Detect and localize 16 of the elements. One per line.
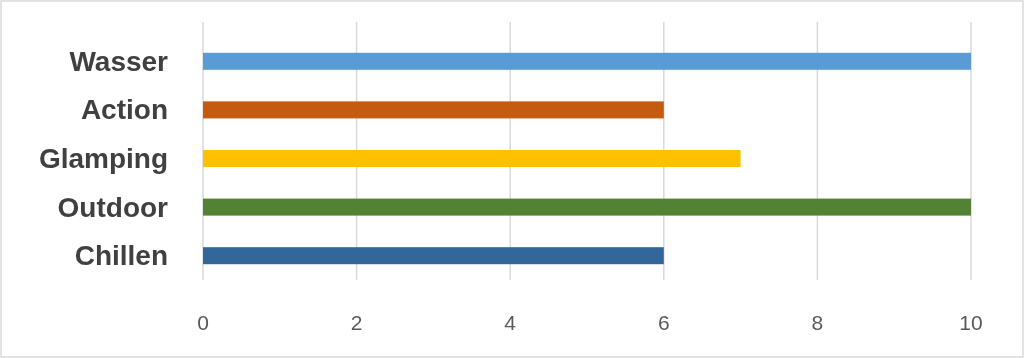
x-tick-label: 6 [657, 310, 670, 334]
y-tick-label: Outdoor [57, 191, 169, 223]
x-tick-label: 10 [959, 310, 983, 334]
x-tick-label: 4 [504, 310, 517, 334]
y-tick-label: Wasser [69, 45, 169, 77]
x-tick-label: 2 [350, 310, 363, 334]
bar [203, 247, 664, 265]
y-tick-label: Glamping [38, 143, 168, 174]
bar [203, 101, 664, 119]
bar [203, 198, 971, 216]
bar [203, 150, 741, 168]
x-tick-label: 8 [811, 310, 824, 334]
bar [203, 52, 971, 70]
y-tick-label: Chillen [74, 240, 168, 272]
x-tick-label: 0 [197, 310, 209, 334]
y-tick-label: Action [80, 94, 168, 126]
